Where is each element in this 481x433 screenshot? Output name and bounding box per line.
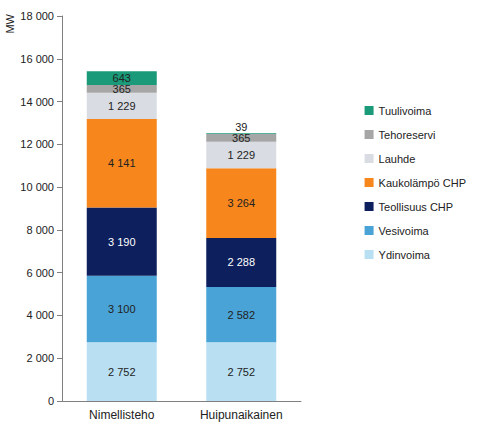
svg-text:4 141: 4 141 xyxy=(108,157,136,169)
svg-text:2 752: 2 752 xyxy=(108,366,136,378)
svg-text:643: 643 xyxy=(113,72,131,84)
svg-text:365: 365 xyxy=(113,83,131,95)
svg-text:14 000: 14 000 xyxy=(20,96,54,108)
svg-text:Kaukolämpö CHP: Kaukolämpö CHP xyxy=(379,177,466,189)
svg-text:365: 365 xyxy=(232,132,250,144)
svg-text:2 582: 2 582 xyxy=(227,309,255,321)
svg-text:Nimellisteho: Nimellisteho xyxy=(89,408,155,422)
svg-text:2 752: 2 752 xyxy=(227,366,255,378)
svg-text:Teollisuus CHP: Teollisuus CHP xyxy=(379,201,454,213)
svg-text:Tuulivoima: Tuulivoima xyxy=(379,105,433,117)
svg-text:12 000: 12 000 xyxy=(20,138,54,150)
svg-text:8 000: 8 000 xyxy=(26,224,54,236)
svg-text:3 190: 3 190 xyxy=(108,236,136,248)
svg-text:Tehoreservi: Tehoreservi xyxy=(379,129,436,141)
svg-text:2 000: 2 000 xyxy=(26,352,54,364)
svg-text:1 229: 1 229 xyxy=(227,149,255,161)
svg-text:3 264: 3 264 xyxy=(227,197,255,209)
svg-text:6 000: 6 000 xyxy=(26,267,54,279)
svg-text:Vesivoima: Vesivoima xyxy=(379,225,430,237)
svg-text:0: 0 xyxy=(48,395,54,407)
svg-text:MW: MW xyxy=(4,13,16,33)
svg-text:2 288: 2 288 xyxy=(227,256,255,268)
svg-text:4 000: 4 000 xyxy=(26,309,54,321)
svg-text:3 100: 3 100 xyxy=(108,303,136,315)
svg-text:Huipunaikainen: Huipunaikainen xyxy=(200,408,283,422)
svg-text:1 229: 1 229 xyxy=(108,100,136,112)
svg-text:16 000: 16 000 xyxy=(20,53,54,65)
svg-text:10 000: 10 000 xyxy=(20,181,54,193)
svg-text:39: 39 xyxy=(235,121,247,133)
svg-text:Ydinvoima: Ydinvoima xyxy=(379,249,431,261)
svg-text:18 000: 18 000 xyxy=(20,10,54,22)
svg-text:Lauhde: Lauhde xyxy=(379,153,416,165)
